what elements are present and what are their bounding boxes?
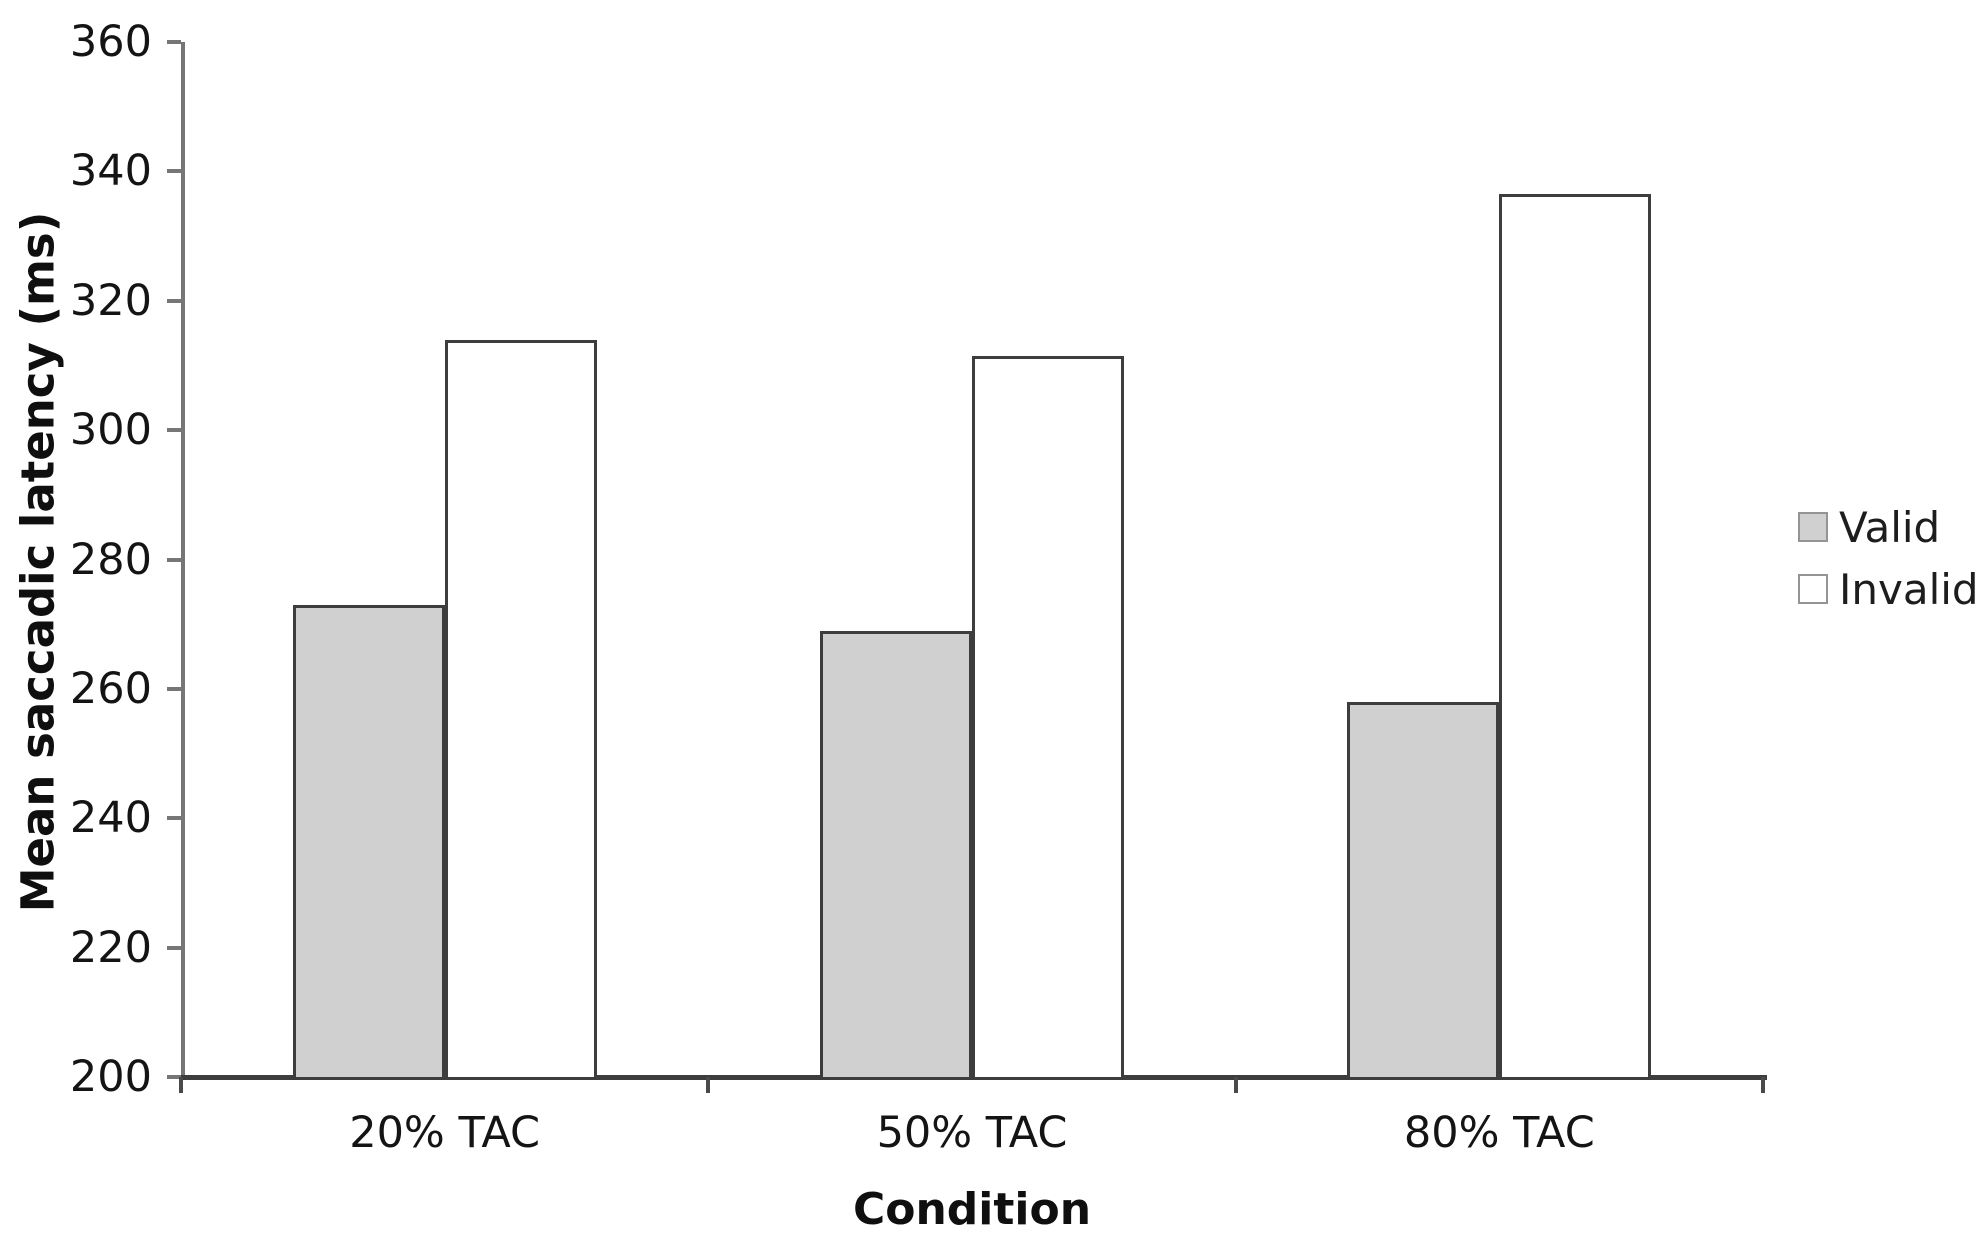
y-tick bbox=[167, 1075, 181, 1079]
y-tick-label: 240 bbox=[69, 793, 152, 844]
y-tick bbox=[167, 40, 181, 44]
x-axis-line bbox=[179, 1075, 1767, 1080]
y-tick bbox=[167, 816, 181, 821]
x-tick bbox=[1233, 1077, 1238, 1093]
y-tick-label: 280 bbox=[69, 534, 152, 585]
y-tick bbox=[167, 945, 181, 950]
x-category-label: 20% TAC bbox=[349, 1108, 541, 1158]
legend-label: Invalid bbox=[1839, 564, 1979, 614]
bar-invalid-80 bbox=[1499, 194, 1652, 1077]
bar-valid-50 bbox=[820, 630, 972, 1077]
legend-item-valid: Valid bbox=[1798, 496, 1979, 558]
x-tick bbox=[1761, 1077, 1765, 1093]
x-category-label: 80% TAC bbox=[1403, 1108, 1595, 1158]
x-tick bbox=[706, 1077, 711, 1093]
legend-swatch-invalid bbox=[1798, 574, 1828, 604]
legend: Valid Invalid bbox=[1798, 496, 1979, 620]
y-tick bbox=[167, 686, 181, 691]
legend-swatch-valid bbox=[1798, 512, 1828, 542]
y-tick-label: 340 bbox=[69, 146, 152, 197]
y-tick bbox=[167, 298, 181, 303]
bar-valid-20 bbox=[292, 604, 445, 1077]
y-tick bbox=[167, 428, 181, 433]
y-tick-label: 220 bbox=[69, 922, 152, 973]
y-tick-label: 300 bbox=[69, 405, 152, 456]
y-tick-label: 360 bbox=[69, 17, 152, 67]
y-tick-label: 200 bbox=[69, 1052, 152, 1102]
y-tick bbox=[167, 557, 181, 562]
x-axis-title: Condition bbox=[852, 1184, 1092, 1235]
bar-invalid-50 bbox=[972, 355, 1124, 1077]
bar-invalid-20 bbox=[444, 339, 597, 1077]
y-tick-label: 260 bbox=[69, 663, 152, 714]
y-tick bbox=[167, 169, 181, 174]
y-axis-line bbox=[181, 42, 185, 1080]
legend-label: Valid bbox=[1839, 502, 1941, 552]
x-category-label: 50% TAC bbox=[876, 1108, 1068, 1158]
x-tick bbox=[179, 1077, 183, 1093]
bar-valid-80 bbox=[1347, 701, 1500, 1077]
y-tick-label: 320 bbox=[69, 275, 152, 326]
legend-item-invalid: Invalid bbox=[1798, 558, 1979, 620]
